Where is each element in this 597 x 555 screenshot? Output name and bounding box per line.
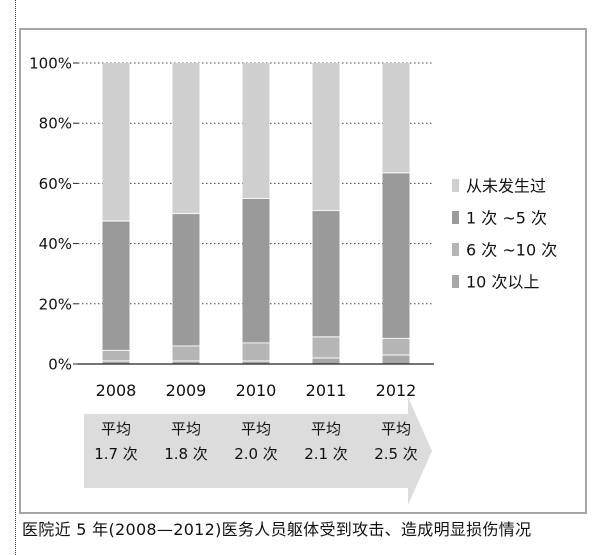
bar-2012-series-3 [382, 63, 410, 173]
legend-label-3: 从未发生过 [466, 177, 546, 196]
figure-caption: 医院近 5 年(2008—2012)医务人员躯体受到攻击、造成明显损伤情况 [22, 520, 532, 539]
legend-label-2: 1 次 ~5 次 [466, 209, 547, 228]
legend-label-1: 6 次 ~10 次 [466, 241, 557, 260]
left-dotted-rule [15, 0, 16, 555]
legend-swatch-1 [452, 243, 459, 256]
legend-swatch-0 [452, 275, 459, 288]
bar-2010-series-3 [242, 63, 270, 199]
x-tick-label-2009: 2009 [166, 381, 207, 400]
bar-segments [102, 63, 410, 364]
annotation-value-2: 2.0 次 [234, 445, 278, 463]
bar-2009-series-0 [172, 360, 200, 364]
bar-2008-series-0 [102, 360, 130, 364]
y-tick-label-4: 80% [39, 115, 72, 133]
x-tick-label-2008: 2008 [96, 381, 137, 400]
bar-2011-series-0 [312, 357, 340, 364]
y-tick-label-3: 60% [39, 175, 72, 193]
bar-2009-series-3 [172, 63, 200, 214]
legend-swatch-3 [452, 179, 459, 192]
x-tick-labels: 2008 2009 2010 2011 2012 [96, 381, 417, 400]
average-annotations: 平均 1.7 次 平均 1.8 次 平均 2.0 次 平均 2.1 次 平均 2.5 次 [94, 420, 418, 463]
bar-2012-series-2 [382, 172, 410, 339]
annotation-value-4: 2.5 次 [374, 445, 418, 463]
bar-2009-series-2 [172, 213, 200, 346]
legend-swatch-2 [452, 211, 459, 224]
bar-2008-series-3 [102, 63, 130, 222]
annotation-value-0: 1.7 次 [94, 445, 138, 463]
bar-2011-series-2 [312, 210, 340, 337]
annotation-label-2: 平均 [241, 420, 271, 438]
bar-2012-series-1 [382, 338, 410, 355]
annotation-value-1: 1.8 次 [164, 445, 208, 463]
annotation-label-1: 平均 [171, 420, 201, 438]
grid-lines [78, 62, 434, 305]
bar-2010-series-0 [242, 360, 270, 364]
bar-2010-series-2 [242, 198, 270, 343]
y-tick-label-1: 20% [39, 295, 72, 313]
bar-2011-series-1 [312, 336, 340, 358]
y-tick-labels: 0% 20% 40% 60% 80% 100% [29, 55, 78, 374]
x-tick-label-2012: 2012 [376, 381, 417, 400]
annotation-label-3: 平均 [311, 420, 341, 438]
bar-2008-series-1 [102, 350, 130, 361]
figure-frame [19, 28, 587, 514]
x-tick-label-2011: 2011 [306, 381, 347, 400]
bar-2011-series-3 [312, 63, 340, 211]
average-arrow [84, 397, 432, 505]
legend: 从未发生过 1 次 ~5 次 6 次 ~10 次 10 次以上 [452, 177, 557, 292]
legend-label-0: 10 次以上 [466, 273, 539, 292]
y-tick-label-2: 40% [39, 235, 72, 253]
y-tick-label-5: 100% [29, 55, 72, 73]
annotation-value-3: 2.1 次 [304, 445, 348, 463]
bar-2010-series-1 [242, 342, 270, 361]
annotation-label-0: 平均 [101, 420, 131, 438]
y-tick-label-0: 0% [48, 356, 72, 374]
annotation-label-4: 平均 [381, 420, 411, 438]
bar-2012-series-0 [382, 354, 410, 364]
bar-2009-series-1 [172, 345, 200, 361]
x-tick-label-2010: 2010 [236, 381, 277, 400]
bar-2008-series-2 [102, 221, 130, 351]
